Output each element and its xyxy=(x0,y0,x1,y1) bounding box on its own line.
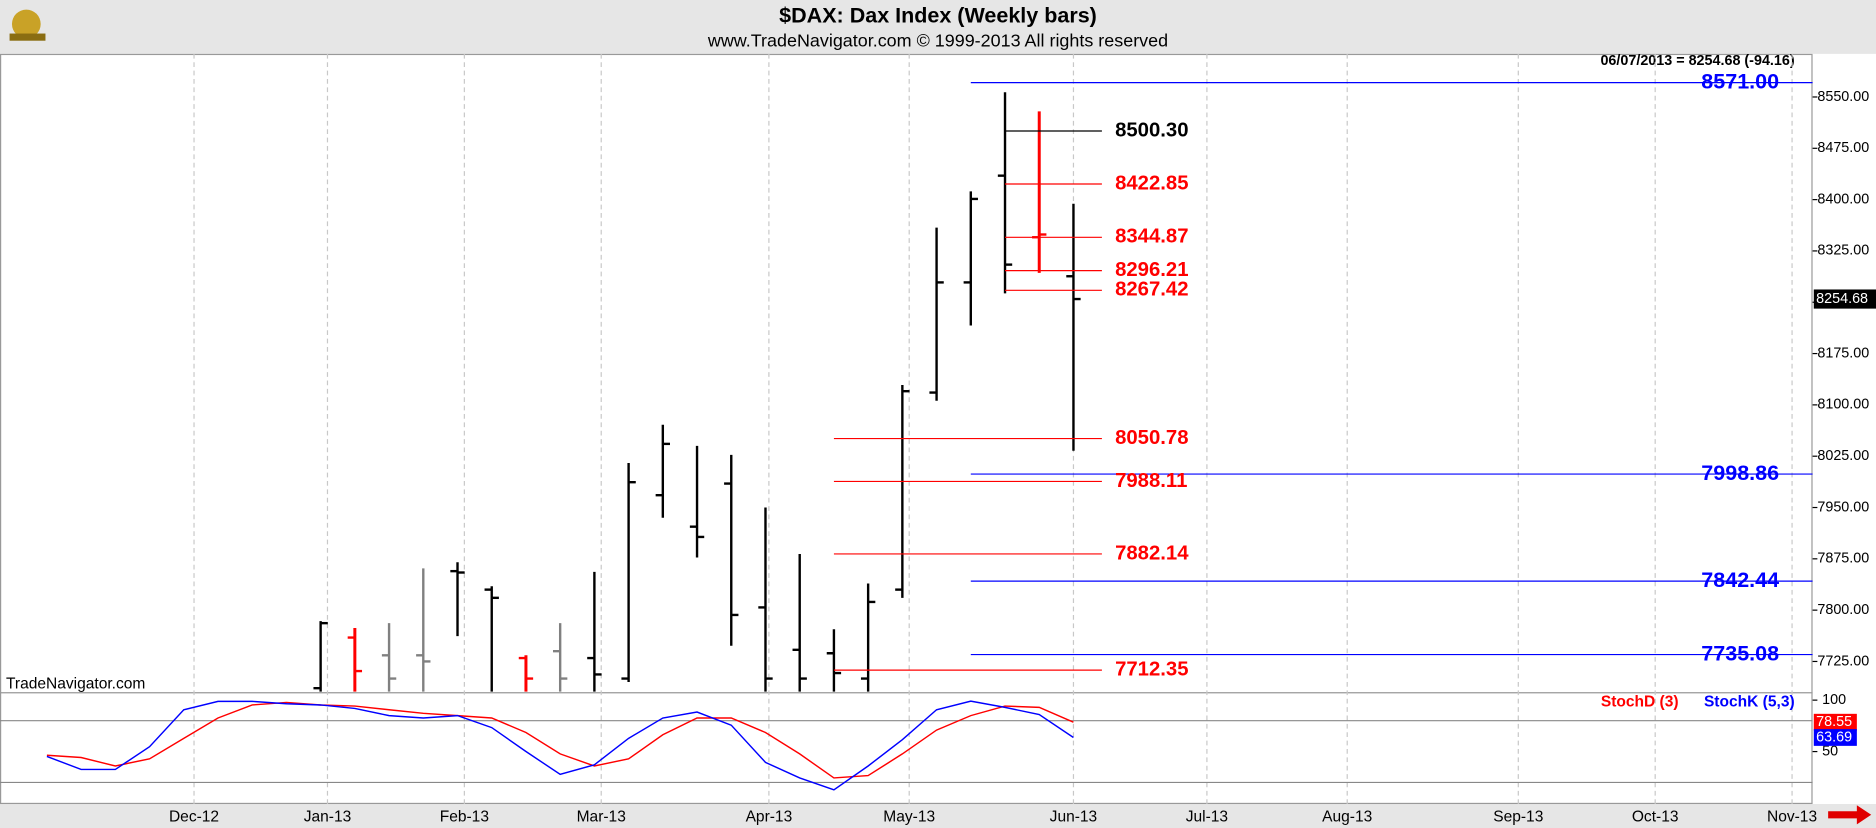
chart-subtitle: www.TradeNavigator.com © 1999-2013 All r… xyxy=(707,31,1168,51)
level-label: 8344.87 xyxy=(1115,226,1188,248)
level-label: 7998.86 xyxy=(1701,461,1779,485)
last-info: 06/07/2013 = 8254.68 (-94.16) xyxy=(1600,53,1794,69)
x-tick-label: Nov-13 xyxy=(1767,808,1817,825)
x-tick-label: Mar-13 xyxy=(577,808,626,825)
header-bg xyxy=(0,0,1876,54)
level-label: 7988.11 xyxy=(1115,470,1187,492)
level-label: 8500.30 xyxy=(1115,119,1188,141)
y-tick-label: 7875.00 xyxy=(1817,551,1869,567)
y-tick-label: 7725.00 xyxy=(1817,653,1869,669)
y-tick-label: 8325.00 xyxy=(1817,243,1869,259)
x-axis-bg xyxy=(0,804,1876,828)
level-label: 8296.21 xyxy=(1115,259,1188,281)
level-label: 8267.42 xyxy=(1115,279,1188,301)
level-label: 8422.85 xyxy=(1115,172,1188,194)
stoch-line xyxy=(46,700,1074,791)
y-tick-label: 50 xyxy=(1822,743,1838,759)
logo xyxy=(9,9,46,41)
y-tick-label: 8475.00 xyxy=(1817,140,1869,156)
y-tick-label: 8100.00 xyxy=(1817,397,1869,413)
last-price-box xyxy=(1813,289,1876,309)
level-label: 7842.44 xyxy=(1701,568,1779,592)
x-tick-label: Sep-13 xyxy=(1493,808,1543,825)
x-tick-label: Aug-13 xyxy=(1322,808,1372,825)
y-tick-label: 7950.00 xyxy=(1817,499,1869,515)
x-tick-label: Jan-13 xyxy=(304,808,352,825)
y-tick-label: 100 xyxy=(1822,692,1846,708)
price-panel xyxy=(313,92,1081,692)
y-tick-label: 8175.00 xyxy=(1817,345,1869,361)
stoch-panel xyxy=(46,700,1074,791)
x-tick-label: Jul-13 xyxy=(1186,808,1228,825)
stoch-line xyxy=(46,701,1074,779)
last-value-box xyxy=(1813,729,1857,746)
level-label: 7712.35 xyxy=(1115,658,1188,680)
x-tick-label: Jun-13 xyxy=(1050,808,1098,825)
level-label: 8571.00 xyxy=(1701,69,1779,93)
x-tick-label: Apr-13 xyxy=(746,808,793,825)
level-label: 8050.78 xyxy=(1115,427,1188,449)
x-tick-label: Feb-13 xyxy=(440,808,489,825)
last-value-label: 63.69 xyxy=(1816,729,1852,745)
last-value-box xyxy=(1813,713,1857,731)
last-price-label: 8254.68 xyxy=(1816,291,1868,307)
y-tick-label: 7800.00 xyxy=(1817,602,1869,618)
plot-frame xyxy=(0,53,1813,805)
level-label: 7735.08 xyxy=(1701,641,1779,665)
y-tick-label: 8025.00 xyxy=(1817,448,1869,464)
y-tick-label: 8550.00 xyxy=(1817,89,1869,105)
y-tick-label: 8400.00 xyxy=(1817,191,1869,207)
watermark: TradeNavigator.com xyxy=(6,676,145,693)
legend-entry: StochK (5,3) xyxy=(1704,693,1795,710)
chart-title: $DAX: Dax Index (Weekly bars) xyxy=(779,3,1097,27)
last-value-label: 78.55 xyxy=(1816,714,1852,730)
x-tick-label: Dec-12 xyxy=(169,808,219,825)
x-tick-label: Oct-13 xyxy=(1632,808,1679,825)
x-tick-label: May-13 xyxy=(883,808,935,825)
level-label: 7882.14 xyxy=(1115,542,1189,564)
legend-entry: StochD (3) xyxy=(1601,693,1679,710)
scroll-arrow[interactable] xyxy=(1828,805,1872,825)
